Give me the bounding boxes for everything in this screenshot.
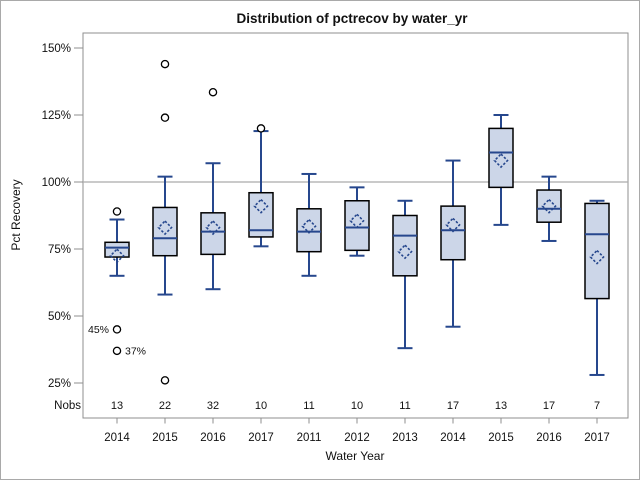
y-tick-label: 25%: [48, 378, 71, 390]
x-category-label: 2014: [440, 432, 466, 444]
outlier-value-label: 45%: [88, 324, 109, 336]
mean-diamond: [589, 249, 605, 265]
mean-diamond: [157, 219, 173, 236]
plot-frame: [82, 32, 629, 419]
outlier-marker: [112, 207, 122, 216]
nobs-row-label: Nobs: [54, 400, 81, 412]
x-category-label: 2017: [248, 432, 274, 444]
mean-diamond: [253, 198, 269, 214]
nobs-value: 11: [399, 400, 410, 412]
iqr-box: [152, 206, 178, 257]
chart-title: Distribution of pctrecov by water_yr: [236, 11, 468, 26]
mean-diamond: [349, 213, 365, 229]
outlier-value-label: 37%: [125, 345, 146, 357]
x-category-label: 2017: [584, 432, 610, 444]
mean-diamond: [541, 198, 557, 214]
mean-diamond: [397, 244, 413, 260]
plot-content: 150% 125% 100% 75% 50% 25% 45% 37% 2014 13 2015 22 2…: [42, 43, 628, 444]
iqr-box: [440, 205, 466, 261]
outlier-marker: [160, 59, 170, 69]
y-tick-label: 75%: [48, 244, 71, 256]
x-category-label: 2015: [152, 432, 178, 444]
x-category-label: 2016: [536, 432, 562, 444]
mean-diamond: [493, 152, 509, 169]
nobs-value: 22: [159, 400, 171, 412]
nobs-value: 13: [495, 400, 507, 412]
mean-diamond: [445, 217, 461, 233]
x-category-label: 2013: [392, 432, 418, 444]
y-tick-label: 50%: [48, 311, 71, 323]
outlier-marker: [160, 376, 170, 385]
outlier-marker: [256, 124, 266, 133]
nobs-value: 7: [594, 400, 600, 412]
nobs-value: 13: [111, 400, 123, 412]
y-tick-label: 100%: [42, 177, 71, 189]
iqr-box: [488, 127, 514, 189]
y-tick-label: 125%: [42, 110, 71, 122]
mean-diamond: [205, 219, 221, 236]
iqr-box: [536, 189, 562, 223]
outlier-marker: [112, 325, 122, 334]
y-tick-label: 150%: [42, 43, 71, 55]
x-category-label: 2012: [344, 432, 370, 444]
nobs-value: 11: [303, 400, 314, 412]
nobs-value: 17: [447, 400, 459, 412]
nobs-value: 10: [351, 400, 363, 412]
mean-diamond: [301, 218, 317, 234]
nobs-value: 32: [207, 400, 219, 412]
outlier-marker: [112, 346, 122, 356]
outlier-marker: [160, 113, 170, 122]
nobs-value: 10: [255, 400, 267, 412]
nobs-value: 17: [543, 400, 555, 412]
x-category-label: 2014: [104, 432, 130, 444]
x-axis-title: Water Year: [326, 449, 385, 463]
x-category-label: 2016: [200, 432, 226, 444]
x-category-label: 2011: [297, 432, 322, 444]
iqr-box: [344, 200, 370, 252]
outlier-marker: [208, 87, 218, 97]
iqr-box: [296, 208, 322, 253]
mean-diamond: [109, 248, 125, 264]
y-axis-title: Pct Recovery: [9, 179, 23, 250]
x-category-label: 2015: [488, 432, 514, 444]
